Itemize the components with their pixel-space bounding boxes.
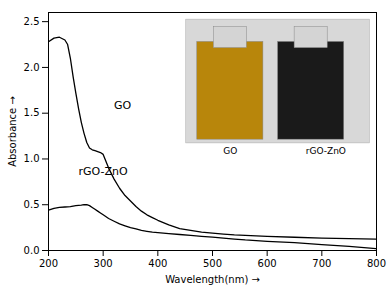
svg-text:1.5: 1.5	[24, 107, 40, 118]
svg-text:2.0: 2.0	[24, 62, 40, 73]
svg-text:500: 500	[203, 258, 222, 269]
svg-text:Wavelength(nm) →: Wavelength(nm) →	[165, 274, 260, 285]
svg-text:2.5: 2.5	[24, 16, 40, 27]
svg-text:700: 700	[312, 258, 331, 269]
svg-text:GO: GO	[223, 146, 237, 156]
svg-text:400: 400	[148, 258, 167, 269]
svg-text:rGO-ZnO: rGO-ZnO	[306, 146, 346, 156]
svg-text:rGO-ZnO: rGO-ZnO	[79, 165, 128, 178]
svg-text:300: 300	[94, 258, 113, 269]
svg-text:0.0: 0.0	[24, 245, 40, 256]
svg-text:600: 600	[258, 258, 277, 269]
svg-text:Absorbance →: Absorbance →	[7, 96, 18, 167]
svg-text:0.5: 0.5	[24, 199, 40, 210]
svg-text:800: 800	[367, 258, 386, 269]
svg-text:1.0: 1.0	[24, 153, 40, 164]
svg-text:GO: GO	[114, 99, 132, 112]
svg-text:200: 200	[39, 258, 58, 269]
